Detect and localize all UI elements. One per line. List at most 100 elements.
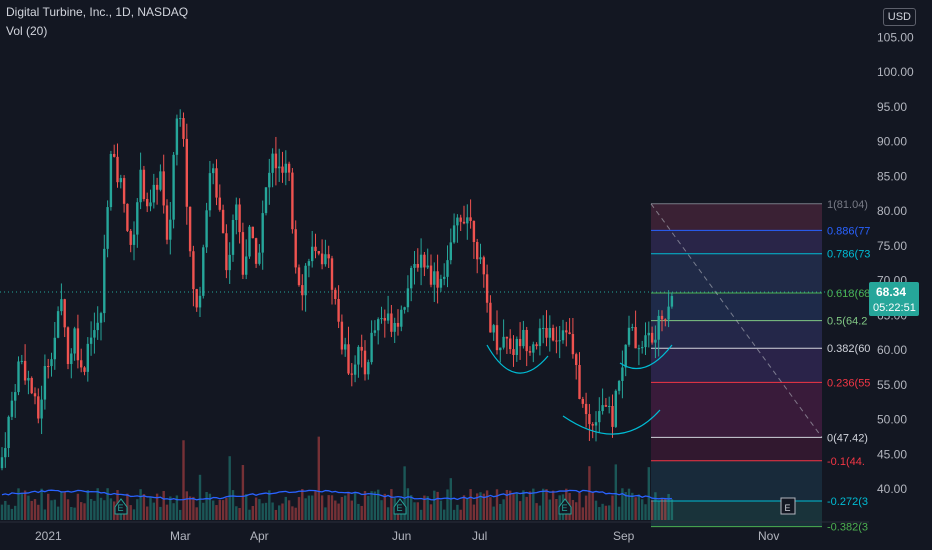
fib-level-label: 0.618(68 — [827, 288, 870, 300]
volume-bar — [515, 492, 518, 520]
volume-bar — [202, 502, 205, 520]
candle-body — [297, 267, 301, 286]
y-tick-label: 40.00 — [877, 482, 907, 496]
candle-body — [667, 306, 670, 320]
y-tick-label: 95.00 — [877, 100, 907, 114]
candle-body — [495, 325, 499, 351]
fibonacci-retracement[interactable]: 1(81.04) 0.886(77 0.786(73 0.618(68 0.5(64.2… — [0, 199, 870, 534]
candle-body — [604, 405, 608, 407]
volume-indicator-label[interactable]: Vol (20) — [6, 24, 48, 38]
candle-body — [551, 327, 555, 341]
candle-body — [146, 199, 149, 207]
candle-body — [175, 118, 179, 155]
earnings-marker[interactable]: E — [114, 498, 128, 515]
volume-bar — [109, 498, 113, 520]
volume-bar — [462, 495, 466, 520]
candle-body — [644, 335, 647, 348]
candle-body — [462, 221, 466, 224]
volume-bar — [30, 500, 33, 520]
currency-button[interactable]: USD — [882, 8, 916, 26]
candle-body — [525, 329, 528, 352]
volume-bar — [380, 500, 383, 520]
volume-bar — [89, 499, 93, 520]
rounding-bottom-curve[interactable] — [619, 344, 673, 370]
candle-body — [446, 260, 449, 277]
volume-bar — [281, 503, 284, 520]
candle-body — [452, 225, 456, 243]
candle-body — [195, 289, 198, 308]
earnings-marker[interactable]: E — [558, 498, 572, 515]
volume-bar — [4, 500, 7, 520]
candle-body — [30, 378, 33, 394]
earnings-marker-label: E — [118, 503, 124, 513]
volume-bar — [284, 496, 287, 520]
x-axis[interactable]: 2021 Mar Apr Jun Jul Sep Nov — [0, 521, 869, 543]
volume-bar — [50, 500, 53, 520]
candle-body — [413, 263, 416, 268]
volume-bar — [198, 474, 202, 520]
fib-level-label: 0(47.42) — [827, 432, 868, 444]
volume-bar — [103, 500, 106, 520]
volume-bar — [624, 492, 627, 520]
volume-bar — [221, 500, 225, 520]
volume-bar — [218, 500, 221, 520]
candle-body — [637, 348, 641, 350]
fib-level-label: 0.382(60 — [827, 343, 870, 355]
volume-bar — [231, 490, 235, 520]
fib-level-label: 1(81.04) — [827, 199, 868, 211]
candle-body — [251, 226, 254, 239]
candle-body — [650, 332, 654, 343]
candle-body — [641, 347, 644, 349]
candle-body — [340, 321, 344, 350]
volume-bar — [268, 490, 271, 520]
symbol-title[interactable]: Digital Turbine, Inc., 1D, NASDAQ — [6, 5, 189, 19]
x-tick-label: Jul — [472, 529, 487, 543]
candle-body — [136, 202, 139, 235]
volume-bar — [10, 508, 14, 520]
candle-body — [235, 204, 238, 221]
candle-body — [238, 204, 241, 233]
volume-bar — [208, 493, 212, 520]
volume-bar — [96, 488, 99, 520]
earnings-marker[interactable]: E — [780, 497, 796, 515]
rounding-bottom-curve[interactable] — [562, 409, 661, 435]
x-tick-label: Apr — [250, 529, 269, 543]
volume-bar — [142, 494, 146, 520]
earnings-marker[interactable]: E — [393, 498, 407, 515]
candle-body — [63, 299, 66, 328]
rounding-bottom-curve[interactable] — [486, 344, 549, 374]
candle-body — [476, 242, 479, 260]
candle-body — [664, 319, 667, 321]
volume-bar — [66, 499, 70, 520]
volume-bar — [373, 491, 377, 520]
volume-bar — [367, 495, 370, 520]
candle-body — [489, 302, 492, 333]
volume-bar — [383, 493, 386, 520]
x-tick-label: 2021 — [35, 529, 62, 543]
volume-bar — [403, 466, 406, 520]
fib-band — [651, 501, 822, 527]
volume-bar — [654, 492, 657, 520]
volume-bar — [416, 502, 419, 520]
drawn-curves[interactable] — [486, 344, 673, 435]
candle-body — [571, 334, 575, 355]
candle-body — [152, 184, 155, 203]
volume-bar — [182, 440, 185, 520]
fib-level-label: 0.236(55 — [827, 377, 870, 389]
volume-bar — [588, 466, 591, 520]
volume-bar — [132, 509, 136, 520]
y-tick-label: 55.00 — [877, 378, 907, 392]
candle-body — [330, 258, 334, 290]
volume-bar — [509, 490, 512, 520]
volume-bar — [149, 497, 152, 520]
candle-body — [70, 353, 73, 365]
candle-body — [350, 373, 353, 375]
candle-body — [301, 285, 304, 296]
candle-body — [357, 346, 360, 365]
volume-bar — [650, 500, 654, 520]
volume-bar — [83, 503, 86, 520]
y-tick-label: 85.00 — [877, 169, 907, 183]
y-axis[interactable]: 40.0045.0050.0055.0060.0065.0070.0075.00… — [877, 30, 914, 496]
